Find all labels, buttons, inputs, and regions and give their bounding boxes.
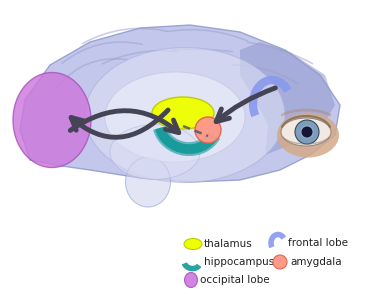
Ellipse shape xyxy=(152,97,214,129)
Polygon shape xyxy=(20,25,340,182)
Circle shape xyxy=(295,120,319,144)
Text: amygdala: amygdala xyxy=(290,257,342,267)
Text: frontal lobe: frontal lobe xyxy=(288,238,348,248)
Text: occipital lobe: occipital lobe xyxy=(200,275,270,285)
Circle shape xyxy=(301,127,312,137)
Ellipse shape xyxy=(85,47,285,182)
Ellipse shape xyxy=(110,124,200,179)
Ellipse shape xyxy=(13,73,91,167)
Ellipse shape xyxy=(126,157,170,207)
Ellipse shape xyxy=(281,118,331,146)
Ellipse shape xyxy=(277,112,339,158)
Text: thalamus: thalamus xyxy=(204,239,253,249)
Text: hippocampus: hippocampus xyxy=(204,257,274,267)
Ellipse shape xyxy=(184,272,197,287)
Ellipse shape xyxy=(105,72,245,162)
Circle shape xyxy=(195,117,221,143)
Ellipse shape xyxy=(184,238,202,250)
Circle shape xyxy=(273,255,287,269)
Polygon shape xyxy=(240,42,335,155)
